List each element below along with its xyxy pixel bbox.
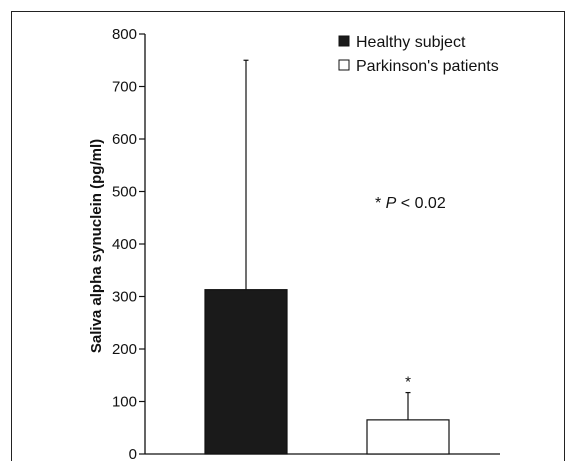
legend-swatch-healthy	[338, 35, 350, 47]
legend-swatch-parkinsons	[338, 59, 350, 71]
p-value-p: P	[386, 195, 397, 212]
legend: Healthy subject Parkinson's patients	[338, 34, 499, 75]
legend-label-parkinsons: Parkinson's patients	[356, 58, 499, 75]
axes: 0 100 200 300 400 500 600 700 800	[112, 26, 500, 463]
y-tick-label: 100	[112, 394, 137, 411]
y-tick-label: 600	[112, 131, 137, 148]
chart-frame	[11, 11, 565, 461]
y-tick-label: 700	[112, 79, 137, 96]
y-tick-label: 0	[129, 446, 137, 463]
bar-healthy	[204, 289, 288, 455]
bar-parkinsons	[366, 419, 450, 455]
error-bars: *	[243, 59, 411, 420]
legend-label-healthy: Healthy subject	[356, 34, 466, 51]
p-value-annotation: * P < 0.02	[375, 195, 446, 212]
y-tick-label: 800	[112, 26, 137, 43]
p-value-rest: < 0.02	[396, 195, 445, 212]
y-tick-label: 500	[112, 184, 137, 201]
significance-star: *	[405, 374, 411, 391]
y-axis-label: Saliva alpha synuclein (pg/ml)	[88, 139, 105, 353]
p-value-star: *	[375, 195, 386, 212]
y-tick-label: 300	[112, 289, 137, 306]
bars	[204, 289, 450, 455]
y-tick-label: 200	[112, 341, 137, 358]
y-tick-label: 400	[112, 236, 137, 253]
